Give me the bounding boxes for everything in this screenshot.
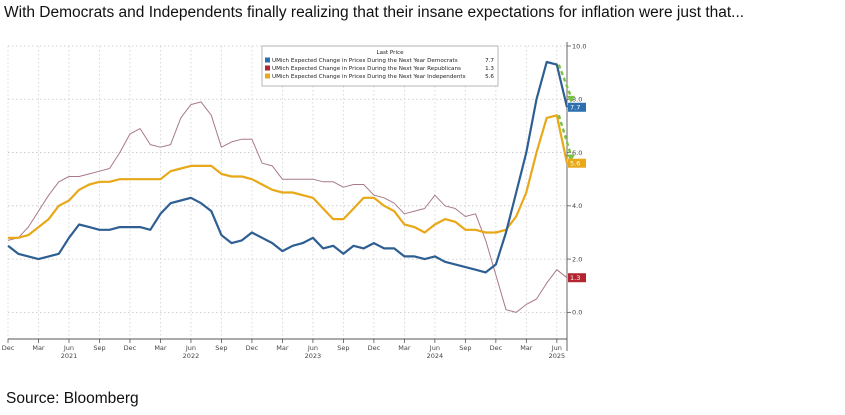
legend-box <box>261 45 499 87</box>
legend-series-value: 5.6 <box>485 74 494 80</box>
y-tick-label: 2.0 <box>572 255 582 263</box>
x-year-label: 2025 <box>549 352 566 360</box>
x-tick-label: Dec <box>2 344 15 352</box>
x-tick-label: Jun <box>429 344 440 352</box>
headline: With Democrats and Independents finally … <box>4 4 745 21</box>
series-line-2 <box>8 114 569 239</box>
line-chart: 0.0 2.0 4.0 6.0 8.0 10.0 Dec Mar Jun Sep Dec Mar Jun… <box>2 42 586 360</box>
last-value-tag <box>568 102 586 112</box>
legend-title: Last Price <box>376 50 404 56</box>
last-value-tag <box>568 273 586 283</box>
x-year-label: 2022 <box>183 352 200 360</box>
trend-arrow-shaft <box>557 64 573 98</box>
trend-arrow-head <box>567 95 575 103</box>
legend-swatch <box>265 73 270 79</box>
x-tick-label: Jun <box>307 344 318 352</box>
x-tick-label: Sep <box>459 344 471 352</box>
x-tick-label: Jun <box>63 344 74 352</box>
axes: 0.0 2.0 4.0 6.0 8.0 10.0 Dec Mar Jun Sep Dec Mar Jun… <box>2 42 586 360</box>
x-tick-label: Mar <box>398 344 411 352</box>
x-year-label: 2024 <box>427 352 444 360</box>
legend-swatch <box>265 65 270 71</box>
x-year-label: 2023 <box>305 352 322 360</box>
source-note: Source: Bloomberg <box>6 390 139 407</box>
x-tick-label: Dec <box>368 344 381 352</box>
x-tick-label: Sep <box>337 344 349 352</box>
legend: Last Price UMich Expected Change in Price… <box>261 45 499 87</box>
y-tick-label: 6.0 <box>572 149 582 157</box>
trend-arrow-shaft <box>557 114 573 156</box>
legend-series-name: UMich Expected Change in Prices During t… <box>272 74 466 80</box>
trend-arrows <box>557 64 575 162</box>
last-value-tags: 7.7 1.3 5.6 <box>568 102 586 283</box>
y-tick-label: 10.0 <box>572 42 586 50</box>
x-tick-label: Dec <box>490 344 503 352</box>
y-tick-label: 0.0 <box>572 309 582 317</box>
x-tick-label: Jun <box>551 344 562 352</box>
x-tick-label: Mar <box>154 344 167 352</box>
y-tick-label: 8.0 <box>572 96 582 104</box>
x-tick-label: Mar <box>520 344 533 352</box>
x-tick-label: Dec <box>124 344 137 352</box>
x-year-label: 2021 <box>61 352 78 360</box>
legend-swatch <box>265 57 270 63</box>
x-tick-label: Mar <box>32 344 45 352</box>
x-tick-label: Jun <box>185 344 196 352</box>
legend-series-name: UMich Expected Change in Prices During t… <box>272 58 458 64</box>
last-value-tag-label: 5.6 <box>570 160 580 168</box>
last-value-tag-label: 7.7 <box>570 104 580 112</box>
x-tick-label: Dec <box>246 344 259 352</box>
grid-lines <box>7 45 567 339</box>
series-lines <box>7 60 569 313</box>
series-line-0 <box>7 60 569 274</box>
series-line-1 <box>7 101 568 313</box>
x-tick-label: Mar <box>276 344 289 352</box>
x-tick-label: Sep <box>215 344 227 352</box>
x-tick-label: Sep <box>93 344 105 352</box>
legend-series-value: 7.7 <box>485 58 494 64</box>
y-tick-label: 4.0 <box>572 202 582 210</box>
legend-series-name: UMich Expected Change in Prices During t… <box>272 66 461 72</box>
trend-arrow-head <box>567 154 575 162</box>
legend-series-value: 1.3 <box>485 66 494 72</box>
last-value-tag-label: 1.3 <box>570 274 580 282</box>
last-value-tag <box>568 158 586 168</box>
